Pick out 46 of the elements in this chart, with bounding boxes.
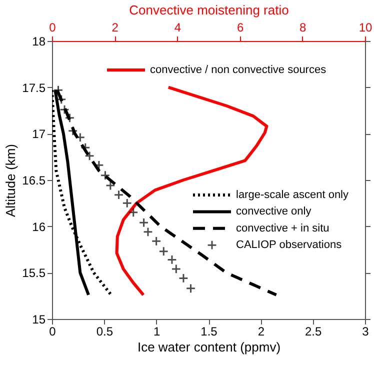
point	[122, 198, 132, 208]
x-tick-label: 1	[153, 324, 160, 338]
point	[114, 190, 124, 200]
point	[143, 226, 153, 237]
point	[158, 246, 169, 256]
y-tick-label: 17	[32, 127, 46, 142]
point	[100, 170, 110, 180]
point	[171, 264, 182, 274]
point	[178, 273, 188, 284]
legend-label: convective / non convective sources	[150, 64, 327, 76]
x2-tick-label: 4	[174, 20, 182, 34]
point	[138, 218, 149, 228]
x2-tick-label: 8	[300, 20, 307, 34]
x2-tick-label: 10	[358, 20, 372, 34]
y-tick-label: 16.5	[22, 174, 46, 188]
x-tick-label: 1.5	[200, 324, 218, 338]
x-tick-label: 0.5	[96, 324, 114, 338]
point	[186, 283, 196, 294]
x-tick-label: 0	[49, 324, 56, 338]
point	[84, 150, 94, 161]
y-tick-label: 18	[32, 34, 46, 48]
point	[75, 132, 86, 142]
x-tick-label: 3	[362, 324, 370, 338]
x2-tick-label: 0	[49, 20, 56, 34]
point	[64, 112, 75, 123]
point	[60, 104, 70, 115]
legend-label: CALIOP observations	[236, 239, 342, 252]
point	[128, 208, 138, 218]
x-tick-label: 2.5	[304, 324, 322, 338]
point	[167, 254, 177, 265]
x2-tick-label: 2	[112, 20, 119, 34]
legend-label: convective + in situ	[236, 222, 330, 234]
x2-axis-title: Convective moistening ratio	[129, 2, 289, 18]
point	[151, 236, 162, 246]
legend-label: convective only	[236, 206, 312, 218]
x2-tick-label: 6	[236, 20, 244, 34]
legend-label: large-scale ascent only	[236, 189, 350, 201]
y-axis-title: Altitude (km)	[3, 144, 18, 217]
point	[105, 180, 116, 190]
y-tick-label: 15.5	[22, 266, 46, 280]
x-tick-label: 2	[258, 324, 265, 338]
point	[68, 126, 78, 136]
y-tick-label: 16	[32, 220, 46, 234]
x-axis-title: Ice water content (ppmv)	[137, 340, 281, 354]
y-tick-label: 15	[32, 312, 46, 326]
y-tick-label: 17.5	[22, 80, 46, 95]
